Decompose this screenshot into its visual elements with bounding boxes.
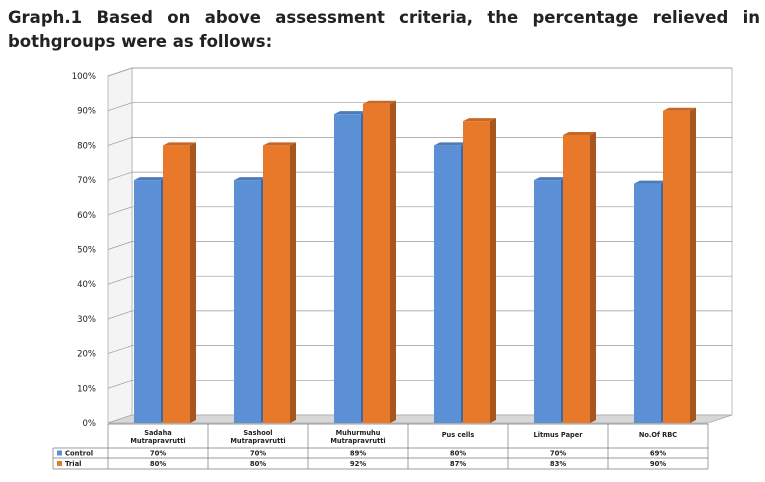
gridline	[107, 67, 732, 77]
bar-control-top	[434, 142, 467, 146]
x-category-label: Muhurmuhu	[336, 429, 381, 437]
data-label-control: 80%	[450, 450, 466, 458]
data-label-trial: 80%	[150, 460, 166, 468]
bar-trial-top	[163, 142, 196, 146]
bar-trial	[663, 110, 690, 423]
bar-trial-side	[490, 118, 496, 424]
gridline	[107, 102, 732, 112]
x-category-label: Mutrapravrutti	[230, 437, 285, 445]
y-tick-label: 20%	[77, 350, 96, 360]
bar-trial-side	[690, 107, 696, 423]
bar-trial	[263, 145, 290, 423]
legend-label-control: Control	[65, 450, 93, 458]
x-category-label: No.Of RBC	[639, 431, 677, 439]
data-label-trial: 92%	[350, 460, 366, 468]
gridline	[107, 379, 732, 389]
bar-control	[634, 183, 661, 423]
bar-control-top	[334, 111, 367, 115]
data-label-control: 89%	[350, 450, 366, 458]
bar-trial-side	[290, 142, 296, 423]
data-label-trial: 90%	[650, 460, 666, 468]
y-tick-label: 80%	[77, 141, 96, 151]
bar-trial	[563, 134, 590, 424]
data-label-trial: 80%	[250, 460, 266, 468]
bar-trial-side	[390, 100, 396, 423]
bar-control-top	[234, 177, 267, 181]
x-category-label: Mutrapravrutti	[130, 437, 185, 445]
heading-line-2: bothgroups were as follows:	[8, 32, 273, 51]
y-tick-label: 100%	[72, 72, 96, 82]
data-label-control: 70%	[150, 450, 166, 458]
bar-trial	[463, 121, 490, 424]
bar-control-top	[534, 177, 567, 181]
x-category-label: Sashool	[243, 429, 272, 437]
data-label-control: 70%	[550, 450, 566, 458]
bar-trial	[363, 103, 390, 423]
bar-trial-top	[363, 100, 396, 104]
x-category-label: Litmus Paper	[534, 431, 584, 439]
gridline	[107, 241, 732, 250]
bar-control	[534, 180, 561, 423]
bar-control-top	[134, 177, 167, 181]
bar-control	[334, 114, 361, 424]
y-tick-label: 50%	[77, 246, 96, 256]
heading-line-1: Graph.1 Based on above assessment criter…	[8, 8, 760, 27]
gridline	[107, 310, 732, 320]
gridline	[107, 345, 732, 354]
bar-trial-top	[563, 131, 596, 135]
data-label-control: 69%	[650, 450, 666, 458]
data-label-control: 70%	[250, 450, 266, 458]
bar-trial	[163, 145, 190, 423]
bar-control	[234, 180, 261, 423]
legend-label-trial: Trial	[65, 460, 82, 468]
legend-key-trial	[57, 461, 62, 466]
bar-trial-top	[263, 142, 296, 146]
bar-trial-top	[463, 118, 496, 122]
x-category-label: Pus cells	[442, 431, 475, 439]
y-tick-label: 70%	[77, 176, 96, 186]
bar-control	[434, 145, 461, 423]
bar-trial-top	[663, 107, 696, 111]
y-tick-label: 30%	[77, 315, 96, 325]
y-tick-label: 40%	[77, 280, 96, 290]
data-label-trial: 87%	[450, 460, 466, 468]
bar-control	[134, 180, 161, 423]
y-tick-label: 60%	[77, 211, 96, 221]
gridline	[107, 206, 732, 216]
bar-trial-side	[590, 131, 596, 424]
data-label-trial: 83%	[550, 460, 566, 468]
bar-control-top	[634, 180, 667, 184]
gridline	[107, 171, 732, 181]
chart-heading: Graph.1 Based on above assessment criter…	[8, 6, 760, 54]
y-tick-label: 90%	[77, 107, 96, 117]
y-tick-label: 0%	[83, 419, 97, 429]
gridline	[107, 275, 732, 285]
x-category-label: Sadaha	[144, 429, 172, 437]
x-category-label: Mutrapravrutti	[330, 437, 385, 445]
legend-key-control	[57, 450, 62, 456]
bar-trial-side	[190, 142, 196, 423]
gridline	[107, 137, 732, 146]
y-tick-label: 10%	[77, 384, 96, 394]
